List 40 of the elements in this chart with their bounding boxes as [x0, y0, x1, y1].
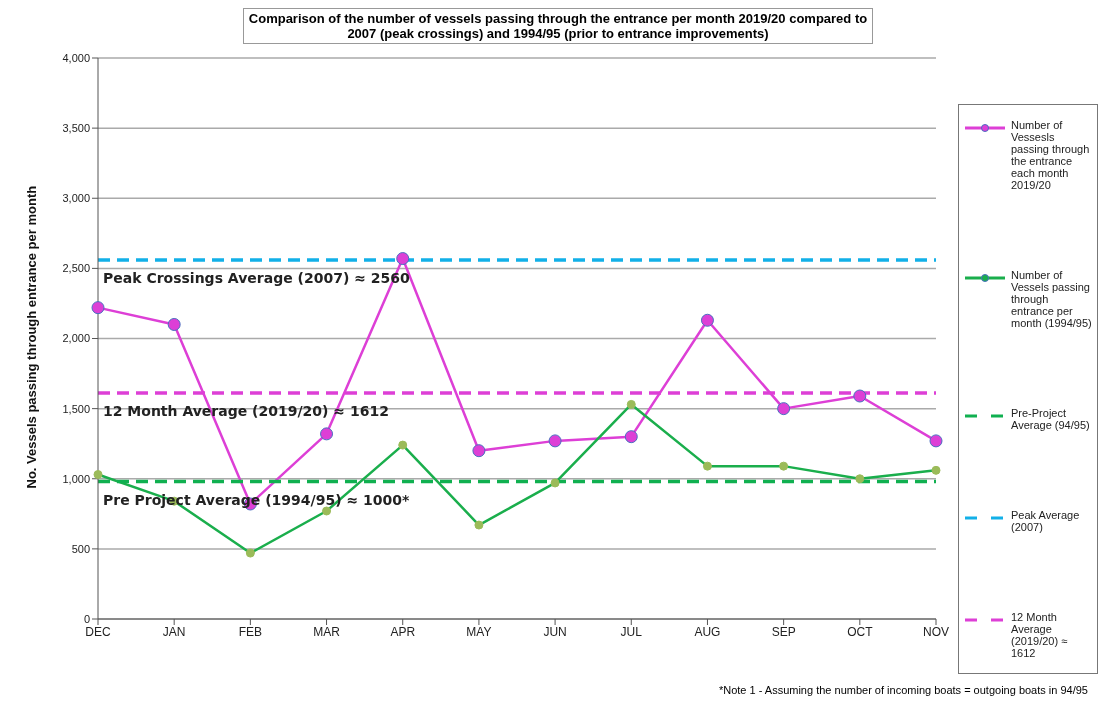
point [167, 317, 181, 331]
x-tick-label: DEC [85, 624, 111, 639]
y-tick-label: 4,000 [62, 51, 90, 64]
legend-label: Peak Average (2007) [1011, 509, 1081, 533]
chart-title: Comparison of the number of vessels passing through the entrance per month 2019/20 compared to 2007 (peak crossings) and 1994/95 (prior to entrance improvements) [243, 8, 873, 44]
y-axis-title: No. Vessels passing through entrance per month [23, 185, 39, 489]
x-tick-label: MAR [313, 624, 341, 639]
point [320, 427, 334, 441]
x-tick-label: MAY [466, 624, 492, 639]
x-tick-label: FEB [238, 624, 263, 639]
x-tick-label: JUL [620, 624, 643, 639]
point [624, 430, 638, 444]
legend-label: Pre-Project Average (94/95) [1011, 407, 1091, 431]
y-tick-label: 3,000 [62, 192, 90, 205]
point [396, 252, 410, 266]
x-tick-label: JAN [162, 624, 186, 639]
point [777, 402, 791, 416]
y-tick-label: 1,500 [62, 402, 90, 415]
x-tick-label: APR [390, 624, 416, 639]
point [929, 434, 943, 448]
point [853, 389, 867, 403]
point [700, 313, 714, 327]
y-tick-label: 2,500 [62, 262, 90, 275]
x-tick-label: SEP [771, 624, 796, 639]
legend-label: 12 Month Average (2019/20) ≈ 1612 [1011, 611, 1069, 659]
legend-label: Number of Vessels passing through entrance per month (1994/95) [1011, 269, 1093, 329]
text: *Note 1 - Assuming the number of incoming boats = outgoing boats in 94/95 [717, 684, 1088, 696]
point [548, 434, 562, 448]
y-tick-label: 1,000 [62, 472, 90, 485]
point [91, 301, 105, 315]
y-tick-label: 2,000 [62, 332, 90, 345]
point [472, 444, 486, 458]
x-tick-label: NOV [922, 624, 950, 639]
x-tick-label: OCT [847, 624, 874, 639]
x-tick-label: JUN [543, 624, 567, 639]
legend-label: Number of Vessesls passing through the entrance each month 2019/20 [1011, 119, 1091, 191]
y-tick-label: 0 [83, 612, 90, 625]
y-tick-label: 500 [71, 542, 90, 555]
y-tick-label: 3,500 [62, 122, 90, 135]
x-tick-label: AUG [694, 624, 721, 639]
